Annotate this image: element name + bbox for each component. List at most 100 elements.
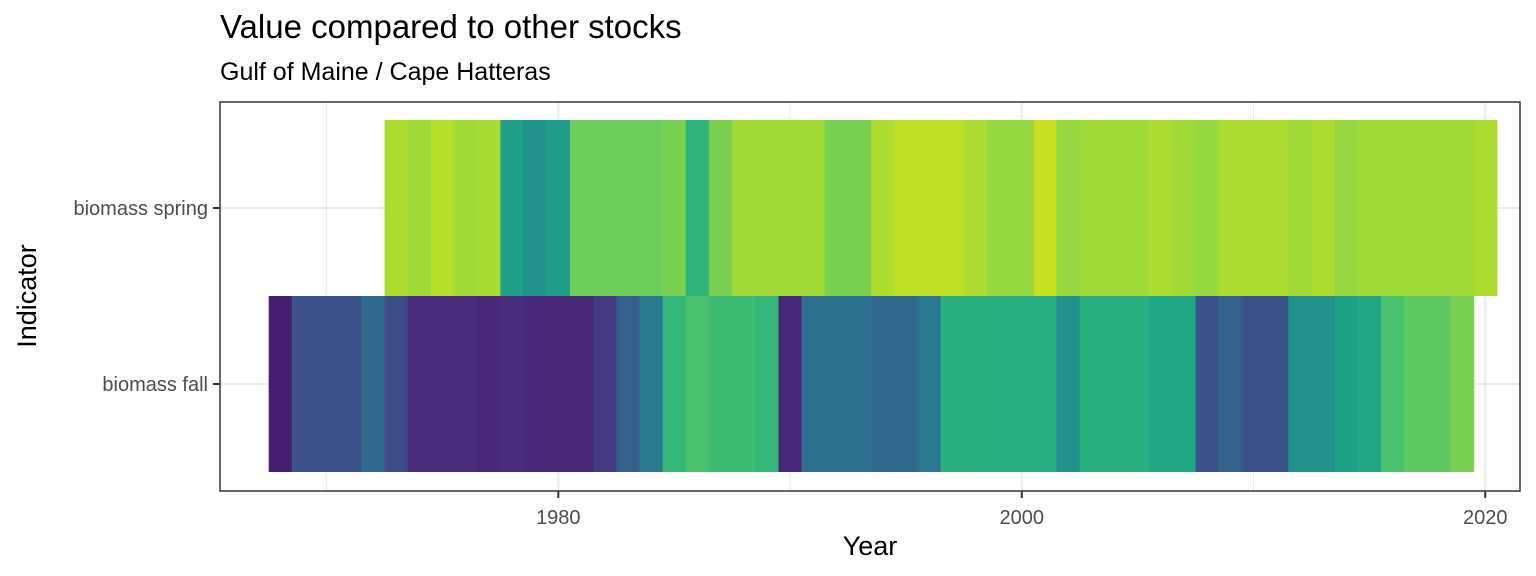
heatmap-cell xyxy=(616,120,641,296)
heatmap-cell xyxy=(569,120,594,296)
heatmap-cell xyxy=(755,296,780,472)
heatmap-cell xyxy=(384,296,409,472)
heatmap-cell xyxy=(755,120,780,296)
heatmap-cell xyxy=(315,296,339,472)
chart-title: Value compared to other stocks xyxy=(220,8,682,45)
heatmap-cell xyxy=(847,296,872,472)
heatmap-cell xyxy=(1450,120,1475,296)
heatmap-cell xyxy=(801,120,826,296)
heatmap-cell xyxy=(1380,296,1405,472)
heatmap-cell xyxy=(778,120,803,296)
heatmap-cell xyxy=(1195,296,1220,472)
heatmap-cell xyxy=(546,296,571,472)
heatmap-cell xyxy=(1102,120,1127,296)
heatmap-cell xyxy=(268,296,293,472)
heatmap-cell xyxy=(477,120,501,296)
heatmap-cell xyxy=(454,120,478,296)
heatmap-cell xyxy=(1265,120,1289,296)
heatmap-cell xyxy=(1334,120,1359,296)
heatmap-cell xyxy=(732,120,756,296)
heatmap-cell xyxy=(454,296,478,472)
heatmap-cell xyxy=(917,120,942,296)
x-tick-label: 2020 xyxy=(1463,507,1508,529)
heatmap-cell xyxy=(894,120,919,296)
panel-border xyxy=(219,101,1521,492)
heatmap-cell xyxy=(500,120,525,296)
heatmap-cell xyxy=(685,296,710,472)
heatmap-cell xyxy=(1149,296,1174,472)
heatmap-cell xyxy=(1010,120,1034,296)
heatmap-cell xyxy=(987,120,1011,296)
heatmap-cell xyxy=(732,296,756,472)
heatmap-cell xyxy=(291,296,316,472)
heatmap-cell xyxy=(500,296,525,472)
heatmap-cell xyxy=(430,296,455,472)
heatmap-cell xyxy=(1033,296,1058,472)
heatmap-cell xyxy=(546,120,571,296)
heatmap-cell xyxy=(1033,120,1058,296)
heatmap-cell xyxy=(1357,296,1382,472)
heatmap-cell xyxy=(1427,120,1452,296)
x-axis-label: Year xyxy=(843,531,898,561)
heatmap-cell xyxy=(639,120,664,296)
heatmap-cell xyxy=(1102,296,1127,472)
y-axis: biomass fall biomass spring xyxy=(73,198,220,396)
heatmap-cell xyxy=(338,296,362,472)
heatmap-cell xyxy=(361,296,386,472)
heatmap-cell xyxy=(940,296,965,472)
heatmap-cell xyxy=(1218,296,1243,472)
heatmap-cell xyxy=(1149,120,1174,296)
heatmap-cell xyxy=(593,296,617,472)
heatmap-cell xyxy=(824,120,849,296)
heatmap-cell xyxy=(523,296,548,472)
heatmap-cell xyxy=(871,296,895,472)
heatmap-cell xyxy=(847,120,872,296)
heatmap-cell xyxy=(708,120,733,296)
heatmap-cell xyxy=(1265,296,1289,472)
heatmap-cell xyxy=(1241,120,1266,296)
heatmap-cell xyxy=(1172,296,1197,472)
heatmap-cell xyxy=(1380,120,1405,296)
heatmap-cell xyxy=(963,296,988,472)
heatmap-cell xyxy=(477,296,501,472)
x-tick-label: 2000 xyxy=(1000,507,1045,529)
heatmap-cell xyxy=(1218,120,1243,296)
heatmap-cell xyxy=(708,296,733,472)
heatmap-cell xyxy=(1010,296,1034,472)
heatmap-cell xyxy=(778,296,803,472)
heatmap-cell xyxy=(963,120,988,296)
heatmap-cell xyxy=(1056,296,1081,472)
heatmap-cell xyxy=(523,120,548,296)
heatmap-cell xyxy=(871,120,895,296)
heatmap-cell xyxy=(569,296,594,472)
heatmap-cell xyxy=(1126,120,1150,296)
heatmap-cell xyxy=(1172,120,1197,296)
heatmap-cell xyxy=(662,296,687,472)
heatmap-cell xyxy=(1450,296,1475,472)
heatmap-cell xyxy=(1427,296,1452,472)
heatmap-cell xyxy=(685,120,710,296)
x-axis: 1980 2000 2020 xyxy=(536,491,1507,529)
heatmap-cell xyxy=(1195,120,1220,296)
heatmap-cell xyxy=(430,120,455,296)
heatmap-cell xyxy=(1334,296,1359,472)
heatmap-cell xyxy=(1079,120,1104,296)
plot-panel xyxy=(219,101,1521,492)
chart-subtitle: Gulf of Maine / Cape Hatteras xyxy=(220,58,551,86)
heatmap-cell xyxy=(1288,120,1313,296)
heatmap-cell xyxy=(1056,120,1081,296)
heatmap-cell xyxy=(407,296,432,472)
heatmap-cell xyxy=(987,296,1011,472)
heatmap-cell xyxy=(824,296,849,472)
heatmap-cells xyxy=(268,120,1498,472)
y-tick-label: biomass fall xyxy=(102,374,208,396)
y-tick-label: biomass spring xyxy=(73,198,208,220)
heatmap-cell xyxy=(917,296,942,472)
heatmap-cell xyxy=(1404,120,1428,296)
heatmap-cell xyxy=(639,296,664,472)
x-tick-label: 1980 xyxy=(536,507,581,529)
heatmap-cell xyxy=(1473,120,1498,296)
heatmap-cell xyxy=(1126,296,1150,472)
heatmap-cell xyxy=(662,120,687,296)
